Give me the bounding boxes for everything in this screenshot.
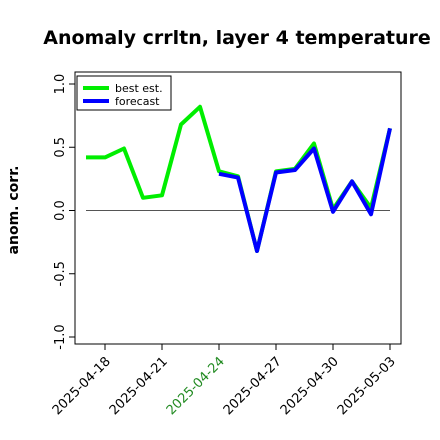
y-axis: -1.0 -0.5 0.0 0.5 1.0: [53, 74, 75, 350]
y-tick-label: 0.0: [53, 200, 68, 221]
series-line-forecast: [218, 127, 392, 253]
x-tick-label: 2025-05-03: [335, 354, 399, 418]
x-tick-label: 2025-04-21: [107, 354, 171, 418]
legend-label-forecast: forecast: [115, 95, 160, 108]
legend-label-best-est: best est.: [115, 82, 163, 95]
x-tick-label: 2025-04-18: [50, 354, 114, 418]
legend: best est. forecast: [76, 75, 172, 111]
x-tick-label: 2025-04-24: [164, 354, 228, 418]
y-tick-label: 0.5: [53, 137, 68, 158]
y-tick-label: -1.0: [53, 324, 68, 349]
series-layer: [86, 104, 392, 253]
chart-title: Anomaly crrltn, layer 4 temperature: [43, 27, 431, 49]
x-tick-label: 2025-04-30: [278, 354, 342, 418]
y-axis-label: anom. corr.: [6, 166, 22, 255]
plot-frame: [74, 71, 402, 345]
y-tick-label: 1.0: [53, 74, 68, 95]
legend-box: [76, 75, 172, 111]
x-axis: 2025-04-182025-04-212025-04-242025-04-27…: [50, 344, 399, 418]
y-tick-label: -0.5: [53, 261, 68, 286]
x-tick-label: 2025-04-27: [221, 354, 285, 418]
